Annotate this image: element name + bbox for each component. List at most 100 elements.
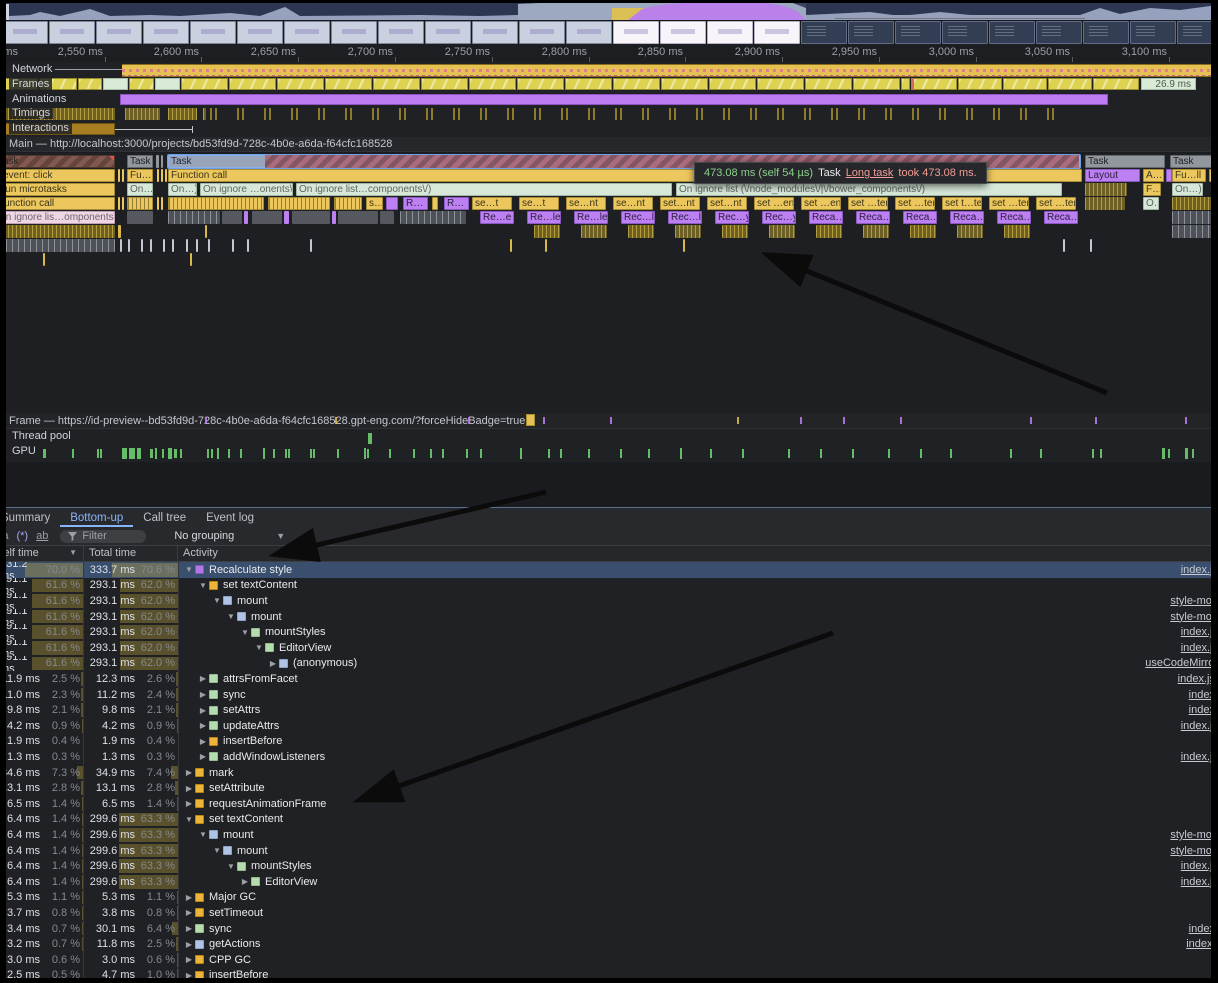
frame-tile[interactable] (78, 78, 102, 90)
filmstrip-thumbnail[interactable] (49, 21, 95, 44)
tooltip-long-task-link[interactable]: Long task (845, 167, 894, 179)
flame-bar[interactable] (128, 239, 130, 252)
frame-tile[interactable] (1048, 78, 1092, 90)
tree-collapsed-icon[interactable]: ▶ (185, 892, 193, 902)
flame-bar[interactable] (581, 225, 607, 238)
flame-bar[interactable] (957, 225, 983, 238)
flame-bar[interactable] (338, 211, 378, 224)
flame-bar[interactable] (141, 239, 143, 252)
timing-marker[interactable] (512, 108, 514, 120)
flame-bar[interactable] (1090, 239, 1092, 252)
timing-marker[interactable] (831, 108, 833, 120)
flame-bar[interactable]: On ignore lis…omponents\/) (0, 211, 115, 224)
filmstrip-thumbnail[interactable] (1177, 21, 1218, 44)
flame-bar[interactable] (432, 197, 438, 210)
flame-bar[interactable] (1085, 197, 1125, 210)
timing-marker[interactable] (264, 108, 266, 120)
timing-marker[interactable] (890, 108, 892, 120)
filmstrip-thumbnail[interactable] (2, 21, 48, 44)
flame-bar[interactable] (157, 197, 159, 210)
tree-collapsed-icon[interactable]: ▶ (241, 877, 249, 887)
column-header-activity[interactable]: Activity (183, 547, 218, 559)
flame-bar[interactable]: Task (0, 155, 115, 168)
frame-tile[interactable] (613, 78, 660, 90)
timing-marker[interactable] (296, 108, 298, 120)
filmstrip-thumbnail[interactable] (96, 21, 142, 44)
table-row[interactable]: 3.2 ms 0.7 % 11.8 ms 2.5 % ▶ getActions index.… (0, 936, 1218, 952)
flame-bar[interactable] (1085, 183, 1127, 196)
flame-bar[interactable] (252, 211, 282, 224)
timing-marker[interactable] (399, 108, 401, 120)
flame-bar[interactable]: On…) (127, 183, 153, 196)
flame-bar[interactable] (292, 211, 330, 224)
timing-marker[interactable] (863, 108, 865, 120)
flame-bar[interactable]: Rec…yle (762, 211, 796, 224)
timing-marker[interactable] (453, 108, 455, 120)
timing-marker[interactable] (269, 108, 271, 120)
gpu-track[interactable]: GPU (0, 444, 1218, 463)
frame-tile[interactable] (129, 78, 154, 90)
match-whole-word-icon[interactable]: ab (36, 530, 49, 542)
flame-bar[interactable]: A… (1143, 169, 1164, 182)
tree-collapsed-icon[interactable]: ▶ (185, 924, 193, 934)
flame-bar[interactable]: Run microtasks (0, 183, 115, 196)
flame-bar[interactable] (380, 211, 394, 224)
timing-marker[interactable] (458, 108, 460, 120)
source-link[interactable]: index. (1188, 688, 1218, 701)
timing-marker[interactable] (782, 108, 784, 120)
flame-bar[interactable] (510, 239, 512, 252)
flame-bar[interactable]: Re…e (480, 211, 514, 224)
main-thread-header[interactable]: Main — http://localhost:3000/projects/bd… (0, 137, 1218, 152)
tree-collapsed-icon[interactable]: ▶ (185, 908, 193, 918)
timing-marker[interactable] (404, 108, 406, 120)
flame-bar[interactable] (118, 197, 120, 210)
table-row[interactable]: 291.1 ms 61.6 % 293.1 ms 62.0 % ▼ mountStyles… (0, 624, 1218, 640)
tree-collapsed-icon[interactable]: ▶ (185, 799, 193, 809)
tree-collapsed-icon[interactable]: ▶ (185, 970, 193, 980)
flame-bar[interactable]: set…nt (707, 197, 747, 210)
flame-bar[interactable] (157, 169, 159, 182)
filmstrip-thumbnail[interactable] (190, 21, 236, 44)
timing-marker[interactable] (377, 108, 379, 120)
table-row[interactable]: 13.1 ms 2.8 % 13.1 ms 2.8 % ▶ setAttribute (0, 780, 1218, 796)
table-row[interactable]: 3.0 ms 0.6 % 3.0 ms 0.6 % ▶ CPP GC (0, 952, 1218, 968)
flame-bar[interactable]: Reca…yle (1044, 211, 1078, 224)
flame-bar[interactable]: Rec…yle (715, 211, 749, 224)
flame-bar[interactable]: set…nt (660, 197, 700, 210)
grouping-caret-icon[interactable]: ▼ (276, 531, 286, 541)
source-link[interactable]: style-mod (1170, 594, 1218, 607)
timing-marker[interactable] (674, 108, 676, 120)
frame-tile[interactable] (958, 78, 1002, 90)
timing-marker[interactable] (507, 108, 509, 120)
flame-bar[interactable]: R… (403, 197, 428, 210)
flame-bar[interactable] (683, 239, 685, 252)
timing-marker[interactable] (917, 108, 919, 120)
tree-collapsed-icon[interactable]: ▶ (185, 939, 193, 949)
timing-marker[interactable] (669, 108, 671, 120)
flame-bar[interactable] (675, 225, 701, 238)
filmstrip-thumbnail[interactable] (425, 21, 471, 44)
tree-expanded-icon[interactable]: ▼ (241, 627, 249, 637)
flame-bar[interactable]: s…t (366, 197, 383, 210)
timing-marker-cluster[interactable] (168, 108, 197, 120)
flame-bar[interactable] (816, 225, 842, 238)
timing-marker[interactable] (885, 108, 887, 120)
flame-bar[interactable]: Reca…tyle (997, 211, 1031, 224)
frames-track-label[interactable]: Frames (9, 78, 53, 90)
source-link[interactable]: style-mod (1170, 828, 1218, 841)
thread-pool-track[interactable]: Thread pool (0, 429, 1218, 445)
flame-bar[interactable] (120, 239, 122, 252)
flame-bar[interactable] (208, 239, 210, 252)
timing-marker[interactable] (210, 108, 212, 120)
table-row[interactable]: 291.1 ms 61.6 % 293.1 ms 62.0 % ▼ mount style-… (0, 593, 1218, 609)
timing-marker[interactable] (1052, 108, 1054, 120)
timing-marker[interactable] (642, 108, 644, 120)
flame-bar[interactable] (161, 155, 163, 168)
timings-track-label[interactable]: Timings (9, 107, 54, 119)
timing-marker[interactable] (809, 108, 811, 120)
flame-bar[interactable] (1172, 211, 1218, 224)
flame-bar[interactable] (196, 239, 198, 252)
flame-bar[interactable] (232, 239, 234, 252)
source-link[interactable]: index.js (1180, 563, 1218, 576)
